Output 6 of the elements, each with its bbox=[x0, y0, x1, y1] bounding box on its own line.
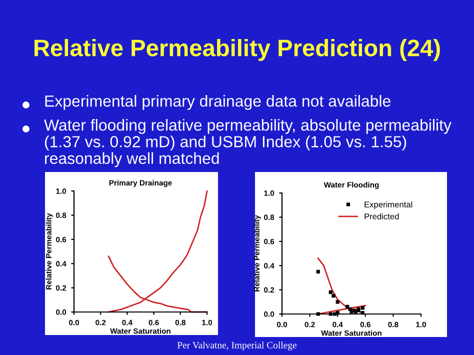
text: Per Valvatne, Imperial College bbox=[177, 342, 297, 350]
text: Experimental primary drainage data not available bbox=[45, 95, 390, 110]
legend-label: Experimental bbox=[364, 201, 412, 210]
legend-label: Predicted bbox=[364, 213, 399, 220]
text: Water flooding relative permeability, absolute permeability (1.37 vs. 0.92 mD) and USBM Index (1.05 vs. 1.55) reasonably well matched bbox=[44, 119, 452, 168]
text: Relative Permeability Prediction (24) bbox=[34, 38, 440, 62]
